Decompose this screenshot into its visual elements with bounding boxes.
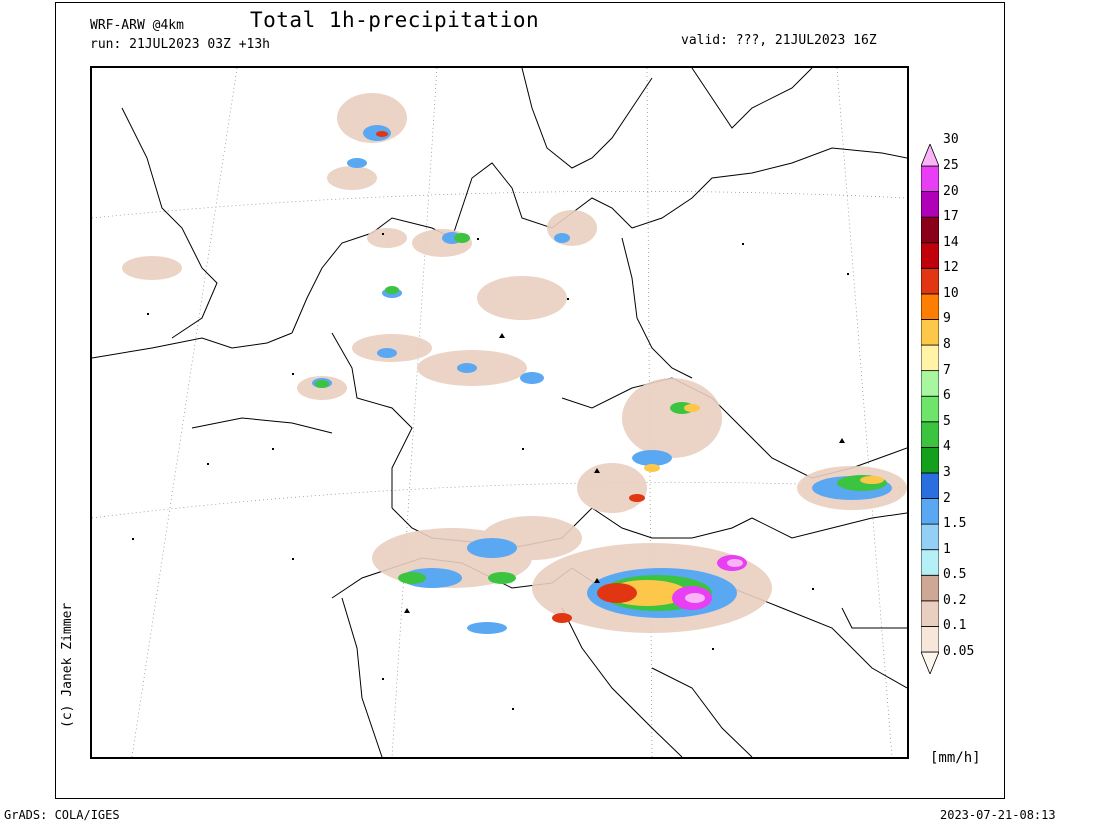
- colorbar-segment-12: [921, 267, 939, 295]
- colorbar-segment-7: [921, 370, 939, 397]
- map-canvas: [92, 68, 907, 757]
- colorbar-label-6: 6: [943, 388, 951, 404]
- colorbar-segment-30: [921, 144, 939, 167]
- city-markers: [132, 233, 849, 710]
- colorbar-segment-0.5: [921, 574, 939, 602]
- precipitation-field: [122, 93, 907, 634]
- colorbar-segment-0.05: [921, 651, 939, 674]
- precipitation-map: [90, 66, 909, 759]
- colorbar-segment-1.5: [921, 523, 939, 551]
- colorbar-label-1.5: 1.5: [943, 516, 967, 532]
- colorbar-label-7: 7: [943, 362, 951, 378]
- colorbar-segment-2: [921, 498, 939, 525]
- colorbar-label-30: 30: [943, 132, 959, 148]
- colorbar: [921, 144, 939, 674]
- colorbar-label-20: 20: [943, 183, 959, 199]
- colorbar-label-10: 10: [943, 285, 959, 301]
- colorbar-label-14: 14: [943, 234, 959, 250]
- valid-time-label: valid: ???, 21JUL2023 16Z: [681, 33, 877, 48]
- colorbar-segment-1: [921, 549, 939, 576]
- colorbar-label-3: 3: [943, 464, 951, 480]
- colorbar-label-0.2: 0.2: [943, 592, 967, 608]
- colorbar-segment-25: [921, 165, 939, 192]
- colorbar-segment-0.2: [921, 600, 939, 627]
- coastlines-and-borders: [92, 68, 907, 757]
- colorbar-label-9: 9: [943, 311, 951, 327]
- colorbar-label-8: 8: [943, 337, 951, 353]
- colorbar-label-2: 2: [943, 490, 951, 506]
- colorbar-label-12: 12: [943, 260, 959, 276]
- footer-timestamp: 2023-07-21-08:13: [940, 808, 1056, 822]
- units-label: [mm/h]: [930, 750, 981, 766]
- colorbar-segment-14: [921, 242, 939, 269]
- colorbar-label-0.1: 0.1: [943, 618, 967, 634]
- colorbar-segment-8: [921, 344, 939, 372]
- colorbar-label-4: 4: [943, 439, 951, 455]
- model-label: WRF-ARW @4km: [90, 18, 184, 33]
- colorbar-label-1: 1: [943, 541, 951, 557]
- colorbar-label-0.05: 0.05: [943, 644, 975, 659]
- colorbar-label-0.5: 0.5: [943, 567, 967, 583]
- colorbar-label-17: 17: [943, 209, 959, 225]
- colorbar-segment-6: [921, 395, 939, 423]
- footer-software-label: GrADS: COLA/IGES: [4, 808, 120, 822]
- figure-frame: [55, 2, 1005, 799]
- colorbar-segment-0.1: [921, 626, 939, 653]
- chart-title: Total 1h-precipitation: [250, 8, 540, 32]
- colorbar-segment-3: [921, 472, 939, 499]
- colorbar-label-5: 5: [943, 413, 951, 429]
- author-credit: (c) Janek Zimmer: [60, 602, 75, 728]
- colorbar-segment-9: [921, 319, 939, 346]
- colorbar-segment-17: [921, 216, 939, 244]
- run-label: run: 21JUL2023 03Z +13h: [90, 37, 271, 52]
- colorbar-segment-10: [921, 293, 939, 320]
- colorbar-segment-5: [921, 421, 939, 448]
- graticule: [92, 68, 907, 757]
- colorbar-label-25: 25: [943, 158, 959, 173]
- colorbar-segment-20: [921, 191, 939, 218]
- colorbar-segment-4: [921, 446, 939, 474]
